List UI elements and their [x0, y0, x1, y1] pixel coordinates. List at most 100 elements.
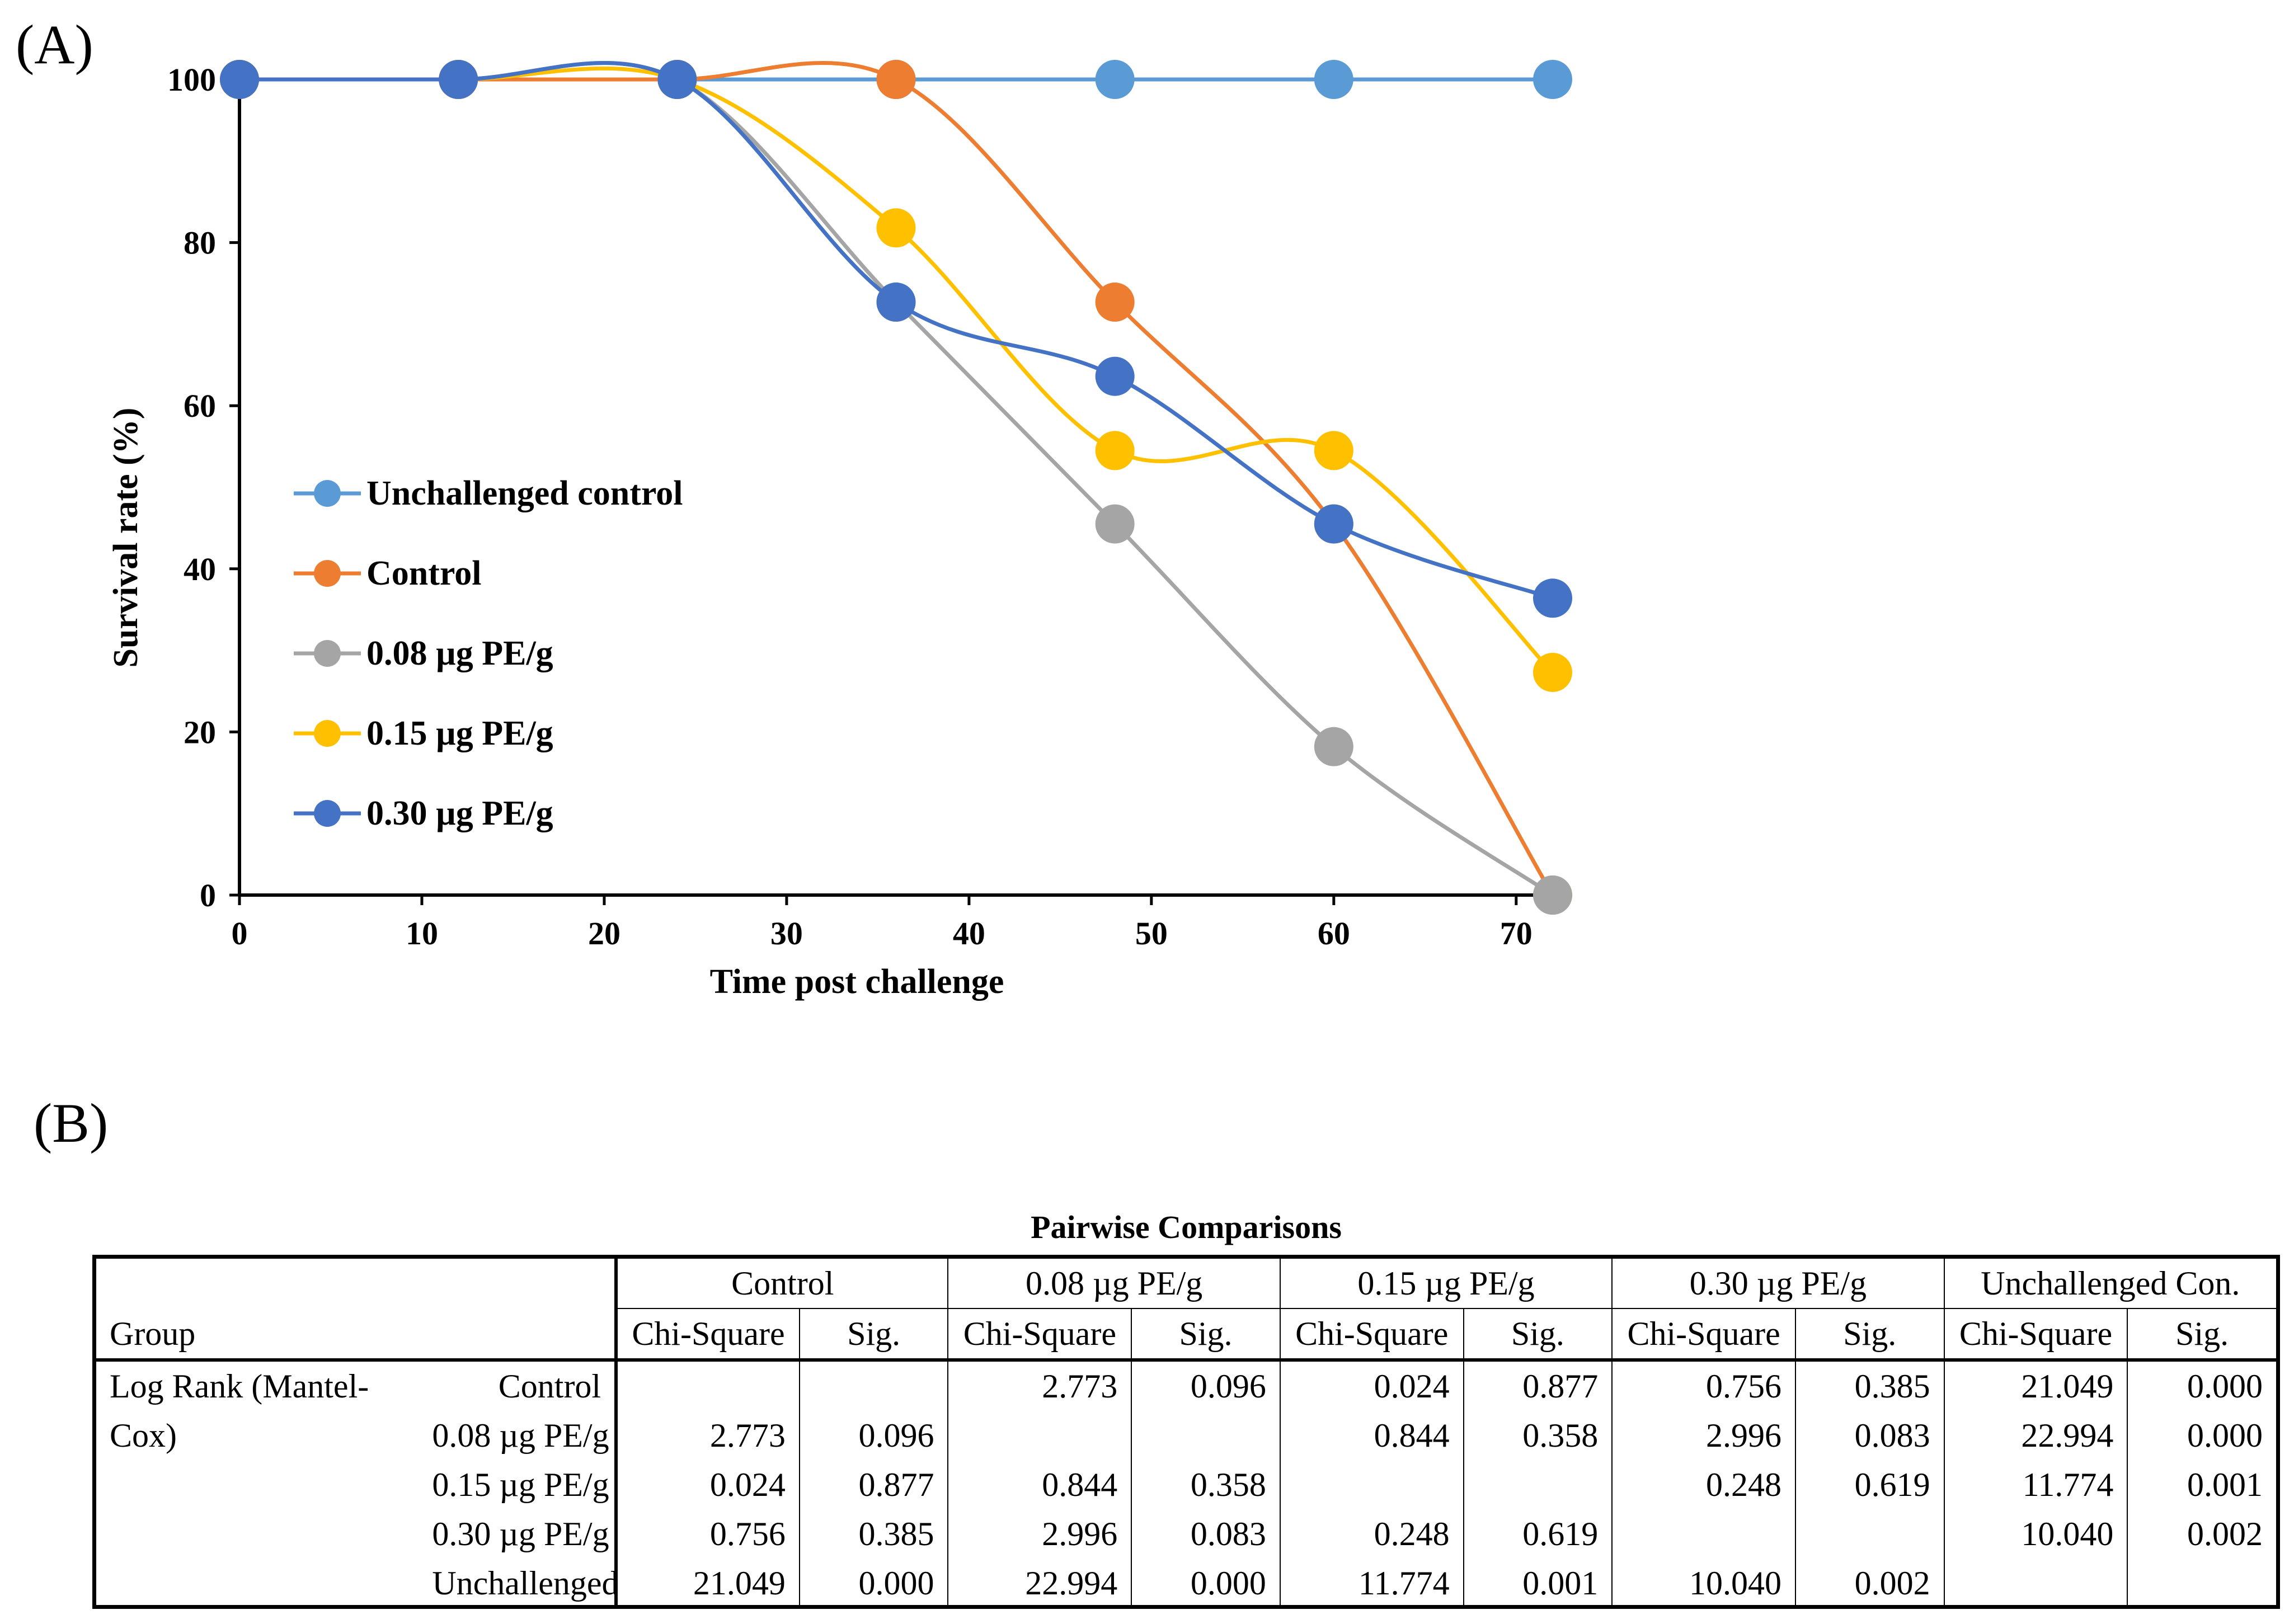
sig-value: 0.000	[1131, 1559, 1280, 1608]
chi-square-value: 22.994	[947, 1559, 1132, 1608]
chi-square-value: 21.049	[614, 1559, 800, 1608]
y-tick-label: 60	[184, 388, 216, 424]
legend-label: 0.08 µg PE/g	[366, 634, 553, 672]
x-tick-label: 0	[232, 915, 248, 952]
data-point	[1095, 60, 1135, 99]
chi-square-value	[614, 1360, 800, 1411]
column-group-header: Unchallenged Con.	[1943, 1259, 2276, 1309]
legend-marker	[314, 800, 341, 827]
data-point	[1314, 504, 1353, 544]
group-header: Group	[96, 1308, 617, 1362]
sig-value: 0.385	[798, 1509, 948, 1559]
chi-square-value: 0.248	[1279, 1509, 1464, 1559]
data-point	[1095, 431, 1135, 470]
column-group-header: Control	[614, 1259, 948, 1309]
x-tick-label: 60	[1318, 915, 1350, 952]
sig-value: 0.000	[2127, 1360, 2276, 1411]
table-row: 0.15 µg PE/g 0.024 0.877 0.844 0.358 0.248 0.6…	[96, 1460, 2276, 1509]
chi-square-value: 2.996	[1611, 1411, 1795, 1460]
data-point	[1314, 431, 1353, 470]
row-label: 0.15 µg PE/g	[432, 1466, 609, 1503]
sig-header: Sig.	[2127, 1308, 2276, 1362]
sig-value: 0.877	[1463, 1360, 1613, 1411]
chi-square-value: 2.773	[947, 1360, 1132, 1411]
chi-square-header: Chi-Square	[614, 1308, 800, 1362]
sig-value	[2127, 1559, 2276, 1608]
data-point	[876, 208, 916, 248]
sig-value: 0.000	[2127, 1411, 2276, 1460]
legend-label: 0.15 µg PE/g	[366, 714, 553, 752]
column-group-header: 0.15 µg PE/g	[1279, 1259, 1613, 1309]
table-header-row: Control 0.08 µg PE/g 0.15 µg PE/g 0.30 µg P…	[96, 1259, 2276, 1309]
data-point	[1533, 578, 1572, 618]
sig-header: Sig.	[798, 1308, 948, 1362]
chi-square-value: 11.774	[1279, 1559, 1464, 1608]
sig-value: 0.083	[1794, 1411, 1944, 1460]
method-cell	[96, 1559, 419, 1608]
legend-marker	[314, 560, 341, 587]
legend-item: Control	[294, 554, 482, 592]
sig-value: 0.000	[798, 1559, 948, 1608]
data-point	[876, 283, 916, 322]
table-row: 0.30 µg PE/g 0.756 0.385 2.996 0.083 0.248 0.6…	[96, 1509, 2276, 1559]
x-tick-label: 70	[1500, 915, 1533, 952]
table-subheader-row: Group Chi-Square Sig. Chi-Square Sig. Chi-Squ…	[96, 1308, 2276, 1362]
x-tick-label: 10	[406, 915, 438, 952]
chi-square-value: 0.844	[1279, 1411, 1464, 1460]
sig-value: 0.877	[798, 1460, 948, 1509]
chi-square-value: 0.756	[1611, 1360, 1795, 1411]
method-cell: Cox)	[110, 1417, 177, 1454]
legend-marker	[314, 640, 341, 667]
y-tick-label: 0	[200, 877, 216, 914]
table-title: Pairwise Comparisons	[1031, 1209, 1342, 1245]
data-point	[1095, 356, 1135, 396]
legend-item: 0.30 µg PE/g	[294, 794, 553, 832]
method-cell	[96, 1509, 419, 1559]
x-axis-title: Time post challenge	[710, 963, 1004, 1001]
series-5	[220, 60, 1572, 618]
sig-value: 0.619	[1463, 1509, 1613, 1559]
chi-square-value: 11.774	[1943, 1460, 2128, 1509]
chi-square-value: 0.844	[947, 1460, 1132, 1509]
chi-square-header: Chi-Square	[1943, 1308, 2128, 1362]
survival-chart: 0 20 40 60 80 100 0 10 20 30 40 50 60 70 Time post cha…	[107, 60, 1572, 1001]
sig-header: Sig.	[1463, 1308, 1613, 1362]
legend-label: Control	[366, 554, 482, 592]
sig-value: 0.358	[1131, 1460, 1280, 1509]
chi-square-header: Chi-Square	[947, 1308, 1132, 1362]
chi-square-value: 21.049	[1943, 1360, 2128, 1411]
sig-value: 0.001	[2127, 1460, 2276, 1509]
data-point	[1314, 727, 1353, 766]
sig-value: 0.096	[1131, 1360, 1280, 1411]
data-point	[876, 60, 916, 99]
legend-item: 0.15 µg PE/g	[294, 714, 553, 752]
x-tick-label: 50	[1135, 915, 1168, 952]
x-tick-label: 40	[953, 915, 985, 952]
pairwise-table-frame: Control 0.08 µg PE/g 0.15 µg PE/g 0.30 µg P…	[92, 1255, 2280, 1609]
chi-square-value: 10.040	[1611, 1559, 1795, 1608]
method-cell	[96, 1460, 419, 1509]
series-line	[239, 61, 1554, 600]
row-label: Unchallenged	[432, 1565, 617, 1602]
data-point	[1533, 60, 1572, 99]
data-point	[1533, 875, 1572, 915]
sig-value: 0.002	[1794, 1559, 1944, 1608]
data-point	[1533, 652, 1572, 692]
column-group-header: 0.30 µg PE/g	[1611, 1259, 1944, 1309]
panel-a-label: (A)	[16, 13, 93, 76]
chi-square-value: 22.994	[1943, 1411, 2128, 1460]
legend-item: Unchallenged control	[294, 474, 683, 512]
sig-value	[1131, 1411, 1280, 1460]
y-axis-title: Survival rate (%)	[107, 408, 145, 668]
method-cell: Log Rank (Mantel-	[110, 1368, 369, 1405]
panel-b-label: (B)	[34, 1092, 109, 1154]
legend-label: Unchallenged control	[366, 474, 683, 512]
legend-marker	[314, 720, 341, 747]
y-tick-label: 80	[184, 225, 216, 261]
sig-header: Sig.	[1794, 1308, 1944, 1362]
chi-square-value: 10.040	[1943, 1509, 2128, 1559]
chart-axes: 0 20 40 60 80 100 0 10 20 30 40 50 60 70 Time post cha…	[107, 62, 1558, 1001]
y-tick-label: 20	[184, 714, 216, 750]
x-tick-label: 30	[770, 915, 803, 952]
sig-value: 0.002	[2127, 1509, 2276, 1559]
